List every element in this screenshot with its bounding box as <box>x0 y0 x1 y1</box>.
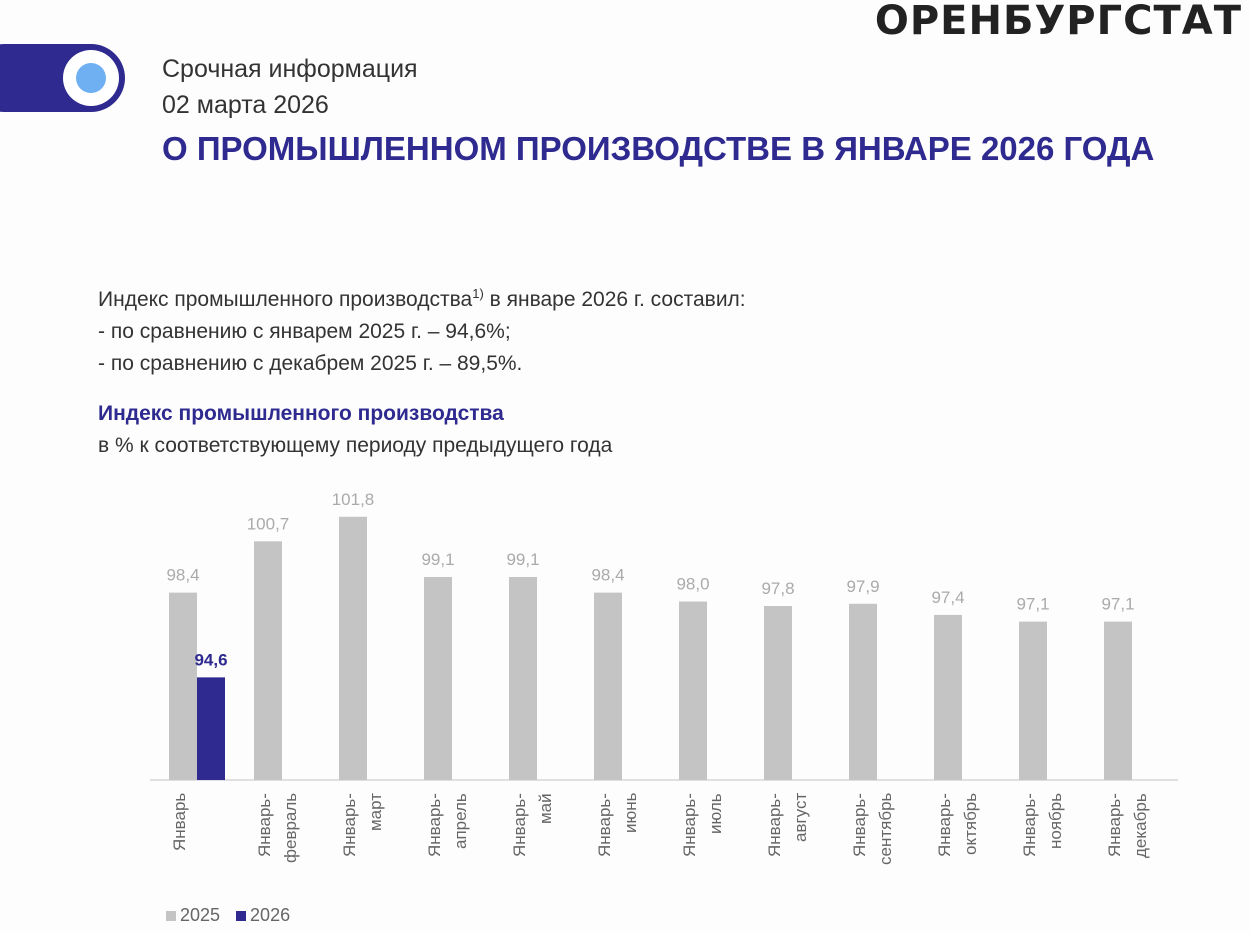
brand-logo: ОРЕНБУРГСТАТ <box>874 0 1242 44</box>
bar-2025-10 <box>1019 621 1047 780</box>
legend: 2025 2026 <box>166 905 290 926</box>
data-label: 97,1 <box>1101 595 1134 614</box>
data-label: 98,4 <box>591 566 624 585</box>
chart-subtitle: в % к соответствующему периоду предыдуще… <box>98 434 613 457</box>
intro-line2: - по сравнению с январем 2025 г. – 94,6%… <box>98 320 511 343</box>
bar-2025-5 <box>594 592 622 780</box>
bar-2026-0 <box>197 677 225 780</box>
bar-2025-3 <box>424 577 452 780</box>
data-label: 100,7 <box>247 514 290 533</box>
bar-2025-4 <box>509 577 537 780</box>
intro-text: Индекс промышленного производства1) в ян… <box>98 278 746 380</box>
legend-item-2026: 2026 <box>236 905 290 926</box>
x-tick-label: Январь-декабрь <box>1105 793 1150 858</box>
data-label: 99,1 <box>506 550 539 569</box>
page-title: О ПРОМЫШЛЕННОМ ПРОИЗВОДСТВЕ В ЯНВАРЕ 202… <box>162 130 1155 167</box>
bar-2025-9 <box>934 614 962 780</box>
bar-2025-8 <box>849 603 877 780</box>
x-tick-label: Январь-февраль <box>255 793 300 864</box>
x-tick-label: Январь-ноябрь <box>1020 793 1065 857</box>
data-label: 94,6 <box>194 650 227 669</box>
header-toggle-decoration <box>0 44 125 112</box>
x-tick-label: Январь <box>170 793 189 852</box>
bar-2025-2 <box>339 516 367 780</box>
x-tick-label: Январь-май <box>510 793 555 857</box>
intro-line1: Индекс промышленного производства <box>98 288 473 311</box>
data-label: 98,4 <box>166 566 199 585</box>
x-tick-label: Январь-апрель <box>425 793 470 857</box>
x-tick-label: Январь-июль <box>680 793 725 857</box>
x-tick-label: Январь-октябрь <box>935 793 980 857</box>
x-tick-label: Январь-март <box>340 793 385 857</box>
data-label: 99,1 <box>421 550 454 569</box>
bar-2025-7 <box>764 606 792 780</box>
data-label: 97,1 <box>1016 595 1049 614</box>
x-tick-label: Январь-сентябрь <box>850 793 895 866</box>
bar-2025-6 <box>679 601 707 780</box>
x-tick-label: Январь-июнь <box>595 793 640 857</box>
data-label: 97,9 <box>846 577 879 596</box>
bar-2025-0 <box>169 592 197 780</box>
legend-item-2025: 2025 <box>166 905 220 926</box>
intro-line1-end: в январе 2026 г. составил: <box>483 288 746 311</box>
data-label: 98,0 <box>676 575 709 594</box>
footnote-ref: 1) <box>472 286 484 301</box>
data-label: 97,8 <box>761 579 794 598</box>
release-kind: Срочная информация <box>162 55 418 83</box>
chart-title: Индекс промышленного производства <box>98 402 504 425</box>
bar-2025-1 <box>254 541 282 780</box>
data-label: 97,4 <box>931 588 964 607</box>
data-label: 101,8 <box>332 490 375 509</box>
x-tick-label: Январь-август <box>765 793 810 857</box>
release-date: 02 марта 2026 <box>162 91 329 119</box>
intro-line3: - по сравнению с декабрем 2025 г. – 89,5… <box>98 352 523 375</box>
circle-icon <box>76 63 106 93</box>
bar-2025-11 <box>1104 621 1132 780</box>
